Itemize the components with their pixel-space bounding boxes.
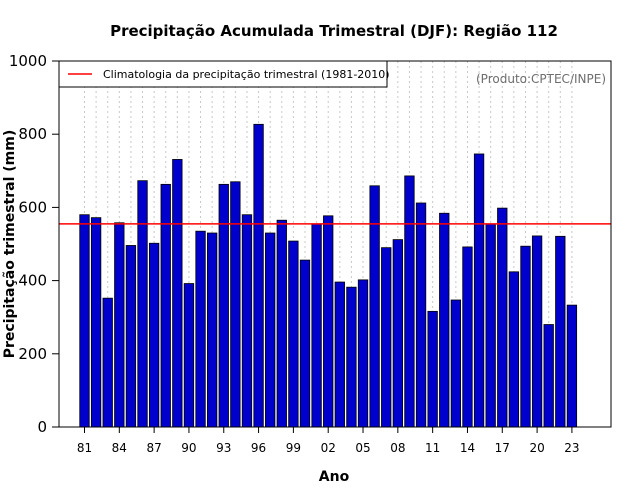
x-tick-label: 84 [112, 441, 127, 455]
bar-89 [172, 159, 183, 428]
bar-81 [79, 214, 90, 428]
bar-82 [90, 217, 102, 428]
bar-03 [334, 281, 345, 428]
bars [79, 123, 578, 428]
bar-91 [195, 230, 206, 428]
bar-20 [531, 235, 543, 428]
bar-17 [497, 207, 508, 428]
bar-02 [323, 215, 334, 428]
bar-01 [311, 223, 322, 428]
bar-06 [369, 185, 380, 428]
y-tick-label: 800 [18, 125, 47, 143]
bar-86 [137, 180, 148, 428]
x-tick-label: 20 [529, 441, 544, 455]
bar-07 [381, 247, 392, 428]
bar-95 [241, 214, 253, 428]
bar-00 [299, 259, 311, 428]
bar-18 [508, 271, 520, 428]
x-axis-title: Ano [319, 469, 350, 485]
x-tick-label: 99 [286, 441, 301, 455]
x-tick-label: 96 [251, 441, 266, 455]
bar-87 [148, 242, 160, 428]
y-tick-label: 200 [18, 345, 47, 363]
bar-09 [404, 175, 415, 428]
bar-10 [415, 202, 427, 428]
bar-16 [485, 223, 496, 428]
bar-11 [427, 310, 438, 428]
bar-85 [125, 245, 137, 428]
credit-text: (Produto:CPTEC/INPE) [476, 72, 606, 86]
bar-08 [392, 239, 403, 428]
x-tick-label: 23 [564, 441, 579, 455]
y-tick-label: 1000 [9, 52, 47, 70]
x-tick-label: 05 [355, 441, 370, 455]
legend: Climatologia da precipitação trimestral … [58, 60, 390, 88]
y-tick-label: 600 [18, 198, 47, 216]
x-tick-label: 87 [146, 441, 161, 455]
x-tick-label: 90 [181, 441, 196, 455]
bar-93 [218, 183, 229, 428]
bar-94 [230, 181, 241, 428]
bar-22 [555, 235, 566, 428]
bar-92 [207, 232, 218, 428]
bar-98 [276, 219, 287, 428]
bar-97 [265, 232, 276, 428]
x-tick-label: 14 [460, 441, 475, 455]
bar-21 [543, 324, 554, 428]
bar-99 [288, 240, 299, 428]
x-tick-label: 17 [495, 441, 510, 455]
bar-19 [520, 245, 531, 428]
legend-label: Climatologia da precipitação trimestral … [103, 68, 390, 81]
bar-15 [473, 153, 485, 428]
bar-13 [450, 299, 462, 428]
legend-box [58, 60, 388, 88]
bar-96 [253, 123, 264, 428]
y-tick-label: 400 [18, 272, 47, 290]
bar-23 [566, 304, 578, 428]
x-tick-label: 08 [390, 441, 405, 455]
chart-title: Precipitação Acumulada Trimestral (DJF):… [110, 22, 558, 40]
bar-90 [183, 283, 195, 428]
y-tick-label: 0 [37, 418, 47, 436]
bar-12 [439, 212, 450, 428]
bar-04 [346, 286, 357, 428]
bar-14 [462, 246, 473, 428]
x-tick-label: 93 [216, 441, 231, 455]
bar-88 [160, 183, 171, 428]
y-axis: 0 200 400 600 800 1000 [9, 52, 59, 436]
bar-83 [102, 297, 113, 428]
y-axis-title: Precipitação trimestral (mm) [2, 130, 18, 358]
x-tick-label: 02 [321, 441, 336, 455]
x-axis: 81 84 87 90 93 96 99 02 05 08 11 14 17 20 23 [77, 427, 580, 455]
x-tick-label: 11 [425, 441, 440, 455]
bar-84 [114, 222, 125, 428]
x-tick-label: 81 [77, 441, 92, 455]
bar-05 [357, 279, 369, 428]
